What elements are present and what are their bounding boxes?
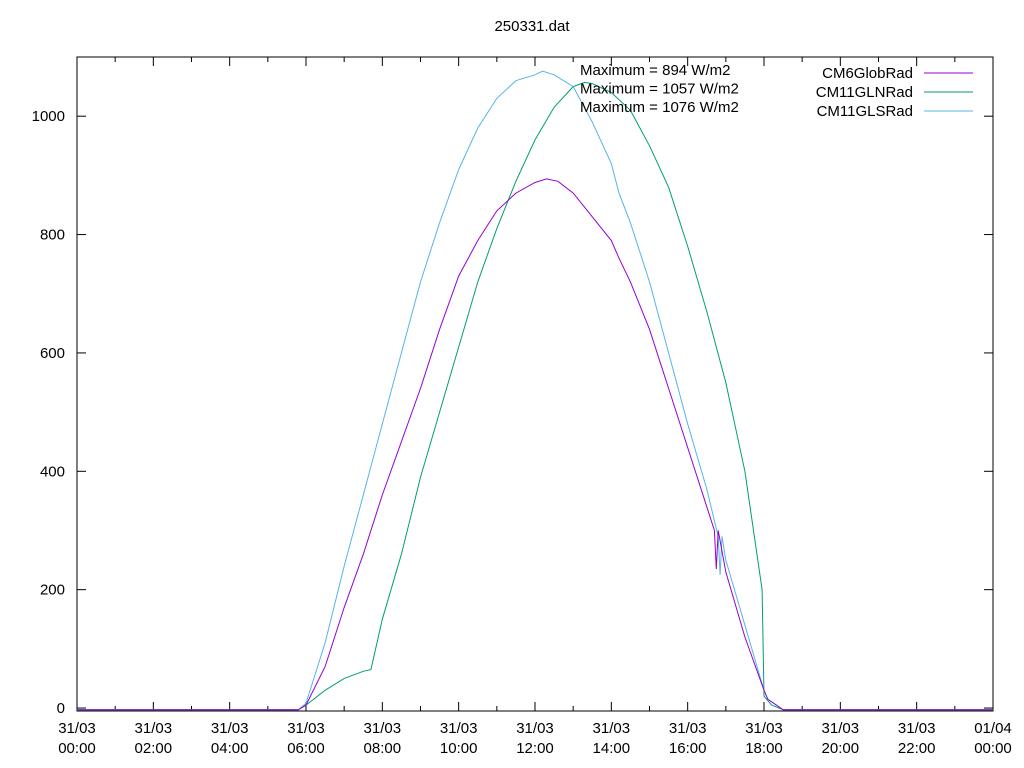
y-tick-label: 1000	[32, 108, 65, 125]
x-tick-time: 14:00	[593, 740, 631, 757]
y-tick-label: 0	[57, 700, 65, 717]
x-tick-time: 00:00	[974, 740, 1012, 757]
max-annotation: Maximum = 1076 W/m2	[580, 99, 739, 116]
x-tick-time: 20:00	[822, 740, 860, 757]
legend-label: CM11GLNRad	[816, 84, 913, 101]
x-tick-date: 31/03	[440, 720, 478, 737]
x-axis: 31/03 00:00 31/03 02:00 31/03 04:00 31/03 06:00…	[58, 57, 1012, 757]
x-tick-time: 22:00	[898, 740, 936, 757]
x-tick-date: 31/03	[669, 720, 707, 737]
legend: CM6GlobRad CM11GLNRad CM11GLSRad	[816, 65, 973, 120]
x-tick-date: 31/03	[745, 720, 783, 737]
y-tick-label: 400	[40, 463, 65, 480]
x-tick-date: 31/03	[364, 720, 402, 737]
x-tick-time: 02:00	[135, 740, 173, 757]
series-line-cm6globrad	[77, 178, 993, 711]
x-tick-time: 04:00	[211, 740, 249, 757]
x-tick-time: 12:00	[516, 740, 554, 757]
x-tick-date: 31/03	[822, 720, 860, 737]
legend-label: CM11GLSRad	[817, 103, 913, 120]
max-annotation: Maximum = 894 W/m2	[580, 62, 730, 79]
x-tick-date: 01/04	[974, 720, 1012, 737]
y-axis: 0 200 400 600 800 1000	[32, 108, 993, 717]
y-tick-label: 800	[40, 227, 65, 244]
x-tick-time: 16:00	[669, 740, 707, 757]
x-tick-time: 10:00	[440, 740, 478, 757]
plot-frame	[76, 56, 994, 712]
series-line-cm11glsrad	[77, 70, 993, 711]
x-tick-date: 31/03	[287, 720, 325, 737]
max-annotation: Maximum = 1057 W/m2	[580, 81, 739, 98]
series-lines	[77, 70, 993, 711]
x-tick-date: 31/03	[898, 720, 936, 737]
legend-label: CM6GlobRad	[822, 65, 913, 82]
x-tick-date: 31/03	[593, 720, 631, 737]
x-tick-time: 00:00	[58, 740, 96, 757]
x-tick-date: 31/03	[58, 720, 96, 737]
x-tick-time: 08:00	[364, 740, 402, 757]
x-tick-time: 06:00	[287, 740, 325, 757]
max-annotations: Maximum = 894 W/m2 Maximum = 1057 W/m2Max…	[580, 62, 739, 116]
x-tick-date: 31/03	[516, 720, 554, 737]
y-tick-label: 600	[40, 345, 65, 362]
y-tick-label: 200	[40, 582, 65, 599]
x-tick-date: 31/03	[211, 720, 249, 737]
x-tick-date: 31/03	[135, 720, 173, 737]
x-tick-time: 18:00	[745, 740, 783, 757]
chart-title: 250331.dat	[494, 18, 570, 35]
series-line-cm11glnrad	[77, 81, 993, 711]
